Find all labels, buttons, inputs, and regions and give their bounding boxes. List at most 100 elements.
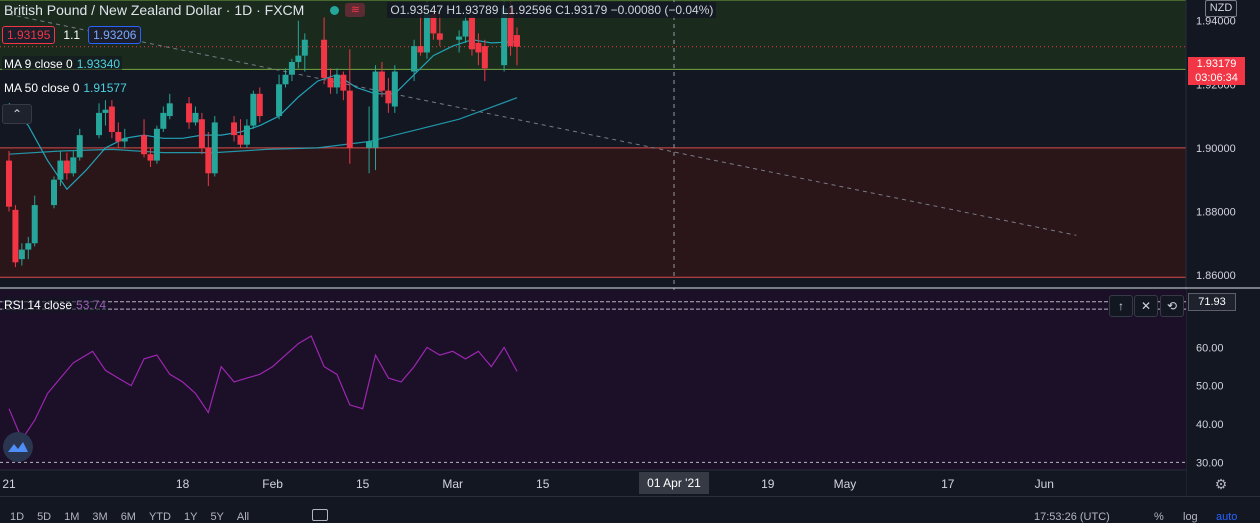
candle-body: [423, 14, 430, 53]
ma9-legend[interactable]: MA 9 close 0 1.93340: [2, 56, 123, 72]
candle: [250, 90, 257, 129]
support-zone: [0, 147, 1186, 278]
candle: [411, 39, 418, 82]
range-6m[interactable]: 6M: [120, 511, 136, 523]
range-1y[interactable]: 1Y: [183, 511, 198, 523]
candle-body: [108, 106, 115, 132]
ma9-label: MA 9 close 0: [4, 57, 73, 71]
candle-body: [436, 33, 443, 40]
bid-ask-panel: 1.93195 1.1 1.93206: [2, 26, 142, 44]
pane-close-button[interactable]: ✕: [1134, 295, 1158, 317]
time-tick-label: 18: [176, 477, 190, 491]
bottom-toolbar: 1D 5D 1M 3M 6M YTD 1Y 5Y All 17:53:26 (U…: [0, 496, 1260, 523]
wave-icon[interactable]: ≋: [345, 3, 366, 17]
pane-maximize-button[interactable]: ⟲: [1160, 295, 1184, 317]
spread-value: 1.1: [63, 28, 81, 42]
candle: [51, 176, 58, 209]
candle-body: [411, 46, 418, 72]
candle-body: [430, 14, 437, 34]
candle-body: [513, 35, 520, 47]
range-all[interactable]: All: [236, 511, 250, 523]
candle: [12, 205, 19, 268]
collapse-legend-icon[interactable]: ⌃: [2, 104, 32, 124]
tradingview-logo-icon[interactable]: [3, 432, 33, 462]
candle-body: [456, 36, 463, 40]
candle-body: [211, 122, 218, 174]
sell-price-button[interactable]: 1.93195: [2, 26, 56, 44]
candle-body: [76, 135, 83, 158]
range-1d[interactable]: 1D: [10, 511, 25, 523]
time-tick-label: 15: [536, 477, 550, 491]
candle: [276, 74, 283, 120]
candle: [385, 77, 392, 113]
candle: [108, 100, 115, 139]
time-tick-label: 17: [941, 477, 955, 491]
time-tick-label: Mar: [442, 477, 463, 491]
rsi-tick-label: 60.00: [1196, 342, 1224, 354]
rsi-legend[interactable]: RSI 14 close 53.74: [2, 297, 109, 313]
range-ytd[interactable]: YTD: [148, 511, 171, 523]
candle: [378, 62, 385, 97]
candle-body: [282, 74, 289, 85]
price-tick-label: 1.94000: [1196, 16, 1236, 28]
open-value: 1.93547: [399, 3, 444, 17]
rsi-pane-background: [0, 290, 1186, 470]
current-price-label: 1.93179 03:06:34: [1188, 57, 1245, 85]
candle: [366, 106, 373, 174]
time-tick-label: 21: [2, 477, 16, 491]
candle-body: [115, 131, 122, 142]
candle: [63, 152, 70, 180]
range-1m[interactable]: 1M: [64, 511, 80, 523]
candle-body: [70, 157, 77, 174]
clock-time[interactable]: 17:53:26 (UTC): [1034, 511, 1110, 523]
candle-body: [6, 160, 12, 207]
rsi-label: RSI 14 close: [4, 298, 73, 312]
candle-body: [57, 160, 64, 180]
range-5d[interactable]: 5D: [37, 511, 52, 523]
downtrend-line: [8, 13, 1077, 236]
candle-body: [153, 128, 160, 161]
bar-countdown: 03:06:34: [1195, 72, 1238, 84]
symbol-title[interactable]: British Pound / New Zealand Dollar · 1D …: [4, 2, 305, 18]
settings-gear-icon[interactable]: ⚙: [1214, 476, 1228, 492]
candle: [153, 125, 160, 164]
candle-body: [186, 103, 193, 123]
range-3m[interactable]: 3M: [92, 511, 108, 523]
candle: [513, 27, 520, 66]
ma50-line: [8, 97, 518, 155]
log-scale-toggle[interactable]: log: [1183, 511, 1198, 523]
candle: [243, 119, 250, 148]
candle-body: [468, 17, 475, 50]
time-tick-label: Jun: [1035, 477, 1054, 491]
candle-body: [372, 71, 379, 148]
candle: [205, 131, 212, 187]
candle: [231, 116, 238, 142]
rsi-tick-label: 50.00: [1196, 381, 1224, 393]
candle-body: [417, 46, 424, 53]
candle: [147, 147, 154, 167]
candle-body: [327, 77, 334, 88]
range-5y[interactable]: 5Y: [210, 511, 224, 523]
pane-move-up-button[interactable]: ↑: [1109, 295, 1133, 317]
candle: [346, 49, 353, 164]
currency-label[interactable]: NZD: [1205, 0, 1237, 17]
candle: [301, 33, 308, 72]
candle: [372, 65, 379, 171]
candle: [160, 106, 167, 132]
candle-body: [205, 147, 212, 174]
go-to-date-calendar-icon[interactable]: [312, 509, 328, 521]
candle-body: [501, 7, 508, 66]
candle: [256, 87, 263, 123]
buy-price-button[interactable]: 1.93206: [88, 26, 142, 44]
candle-body: [63, 160, 70, 174]
candle-body: [346, 90, 353, 148]
candle-body: [385, 90, 392, 104]
percent-scale-toggle[interactable]: %: [1154, 511, 1164, 523]
candle-body: [256, 93, 263, 117]
auto-scale-toggle[interactable]: auto: [1216, 511, 1238, 523]
candle: [6, 151, 12, 212]
candle: [327, 68, 334, 94]
ma9-line: [8, 39, 518, 191]
ma50-legend[interactable]: MA 50 close 0 1.91577: [2, 80, 129, 96]
